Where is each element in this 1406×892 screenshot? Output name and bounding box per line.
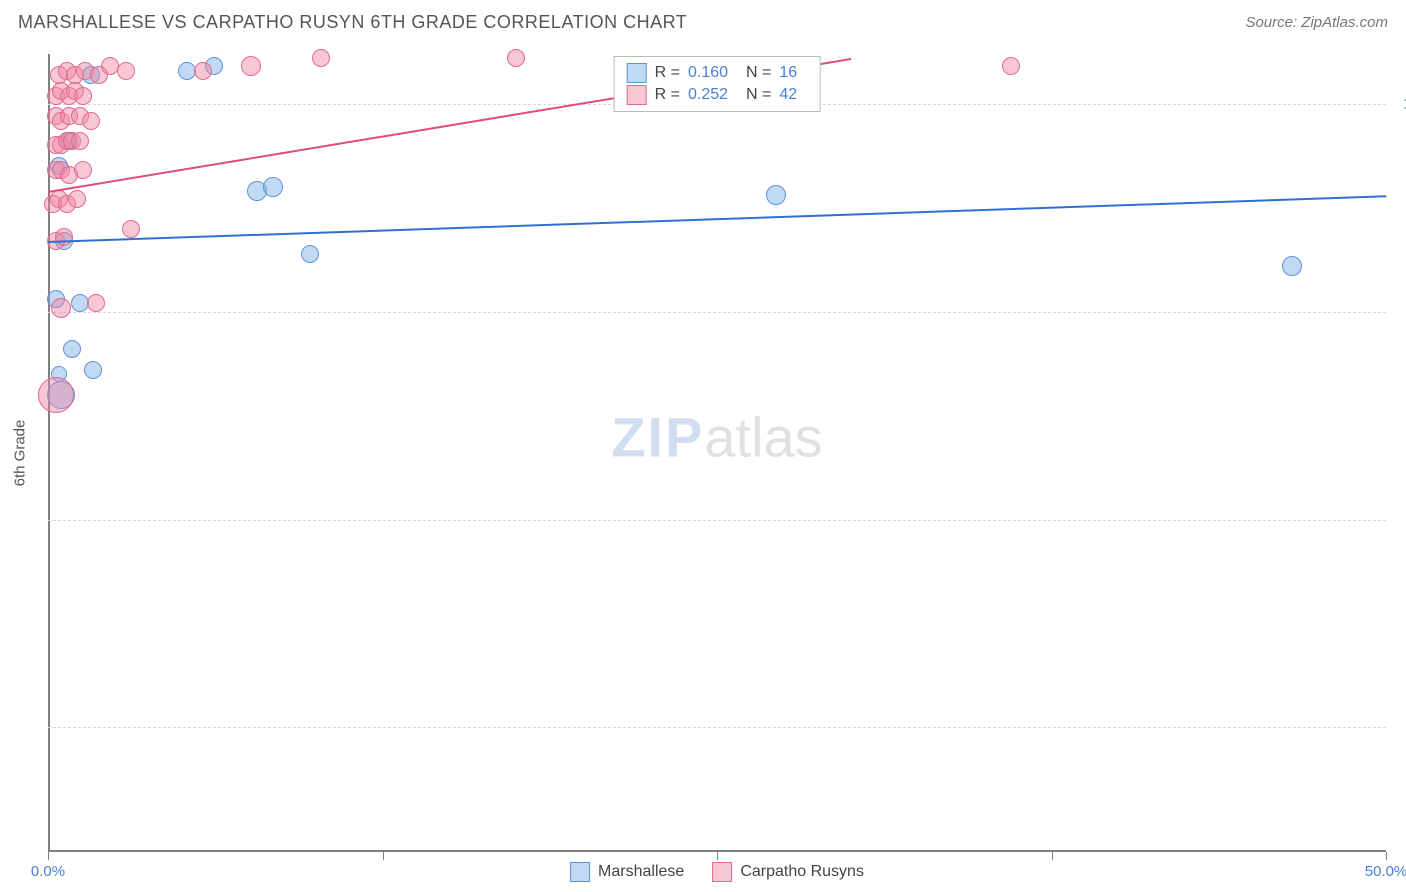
- scatter-point: [1002, 57, 1020, 75]
- scatter-point: [87, 294, 105, 312]
- watermark-atlas: atlas: [704, 406, 822, 469]
- scatter-point: [122, 220, 140, 238]
- scatter-point: [101, 57, 119, 75]
- scatter-point: [194, 62, 212, 80]
- scatter-point: [84, 361, 102, 379]
- plot-region: ZIPatlas 92.5%95.0%97.5%100.0%0.0%50.0%R…: [48, 54, 1386, 852]
- stat-n-value: 16: [779, 64, 807, 82]
- scatter-point: [301, 245, 319, 263]
- watermark-zip: ZIP: [611, 406, 704, 469]
- scatter-point: [263, 177, 283, 197]
- chart-title: MARSHALLESE VS CARPATHO RUSYN 6TH GRADE …: [18, 12, 687, 33]
- legend-swatch: [570, 862, 590, 882]
- gridline-h: [48, 727, 1386, 728]
- stats-row: R = 0.252 N = 42: [627, 84, 808, 106]
- stat-n-label: N =: [746, 86, 771, 104]
- x-tick-mark: [1052, 852, 1053, 860]
- gridline-h: [48, 520, 1386, 521]
- legend-item: Carpatho Rusyns: [712, 862, 864, 882]
- scatter-point: [74, 87, 92, 105]
- scatter-point: [1282, 256, 1302, 276]
- stats-row: R = 0.160 N = 16: [627, 62, 808, 84]
- legend-item: Marshallese: [570, 862, 684, 882]
- stat-n-label: N =: [746, 64, 771, 82]
- legend-label: Marshallese: [598, 863, 684, 881]
- legend-label: Carpatho Rusyns: [740, 863, 864, 881]
- scatter-point: [766, 185, 786, 205]
- scatter-point: [51, 298, 71, 318]
- chart-area: 6th Grade ZIPatlas 92.5%95.0%97.5%100.0%…: [48, 54, 1386, 852]
- x-tick-mark: [1386, 852, 1387, 860]
- chart-source: Source: ZipAtlas.com: [1245, 14, 1388, 31]
- stat-r-label: R =: [655, 86, 680, 104]
- scatter-point: [74, 161, 92, 179]
- chart-header: MARSHALLESE VS CARPATHO RUSYN 6TH GRADE …: [0, 0, 1406, 37]
- scatter-point: [63, 340, 81, 358]
- x-tick-mark: [383, 852, 384, 860]
- scatter-point: [68, 190, 86, 208]
- x-tick-mark: [717, 852, 718, 860]
- stats-box: R = 0.160 N = 16 R = 0.252 N = 42: [614, 56, 821, 112]
- scatter-point: [507, 49, 525, 67]
- stat-r-value: 0.160: [688, 64, 738, 82]
- watermark: ZIPatlas: [611, 405, 822, 470]
- scatter-point: [241, 56, 261, 76]
- scatter-point: [312, 49, 330, 67]
- stat-r-label: R =: [655, 64, 680, 82]
- x-tick-label: 0.0%: [31, 863, 65, 880]
- scatter-point: [71, 132, 89, 150]
- trend-line: [48, 195, 1386, 243]
- gridline-h: [48, 312, 1386, 313]
- y-axis-label: 6th Grade: [12, 420, 29, 487]
- series-swatch: [627, 85, 647, 105]
- stat-n-value: 42: [779, 86, 807, 104]
- scatter-point: [82, 112, 100, 130]
- x-tick-label: 50.0%: [1365, 863, 1406, 880]
- legend: Marshallese Carpatho Rusyns: [570, 862, 864, 882]
- legend-swatch: [712, 862, 732, 882]
- scatter-point: [38, 377, 74, 413]
- stat-r-value: 0.252: [688, 86, 738, 104]
- series-swatch: [627, 63, 647, 83]
- scatter-point: [117, 62, 135, 80]
- x-tick-mark: [48, 852, 49, 860]
- scatter-point: [55, 228, 73, 246]
